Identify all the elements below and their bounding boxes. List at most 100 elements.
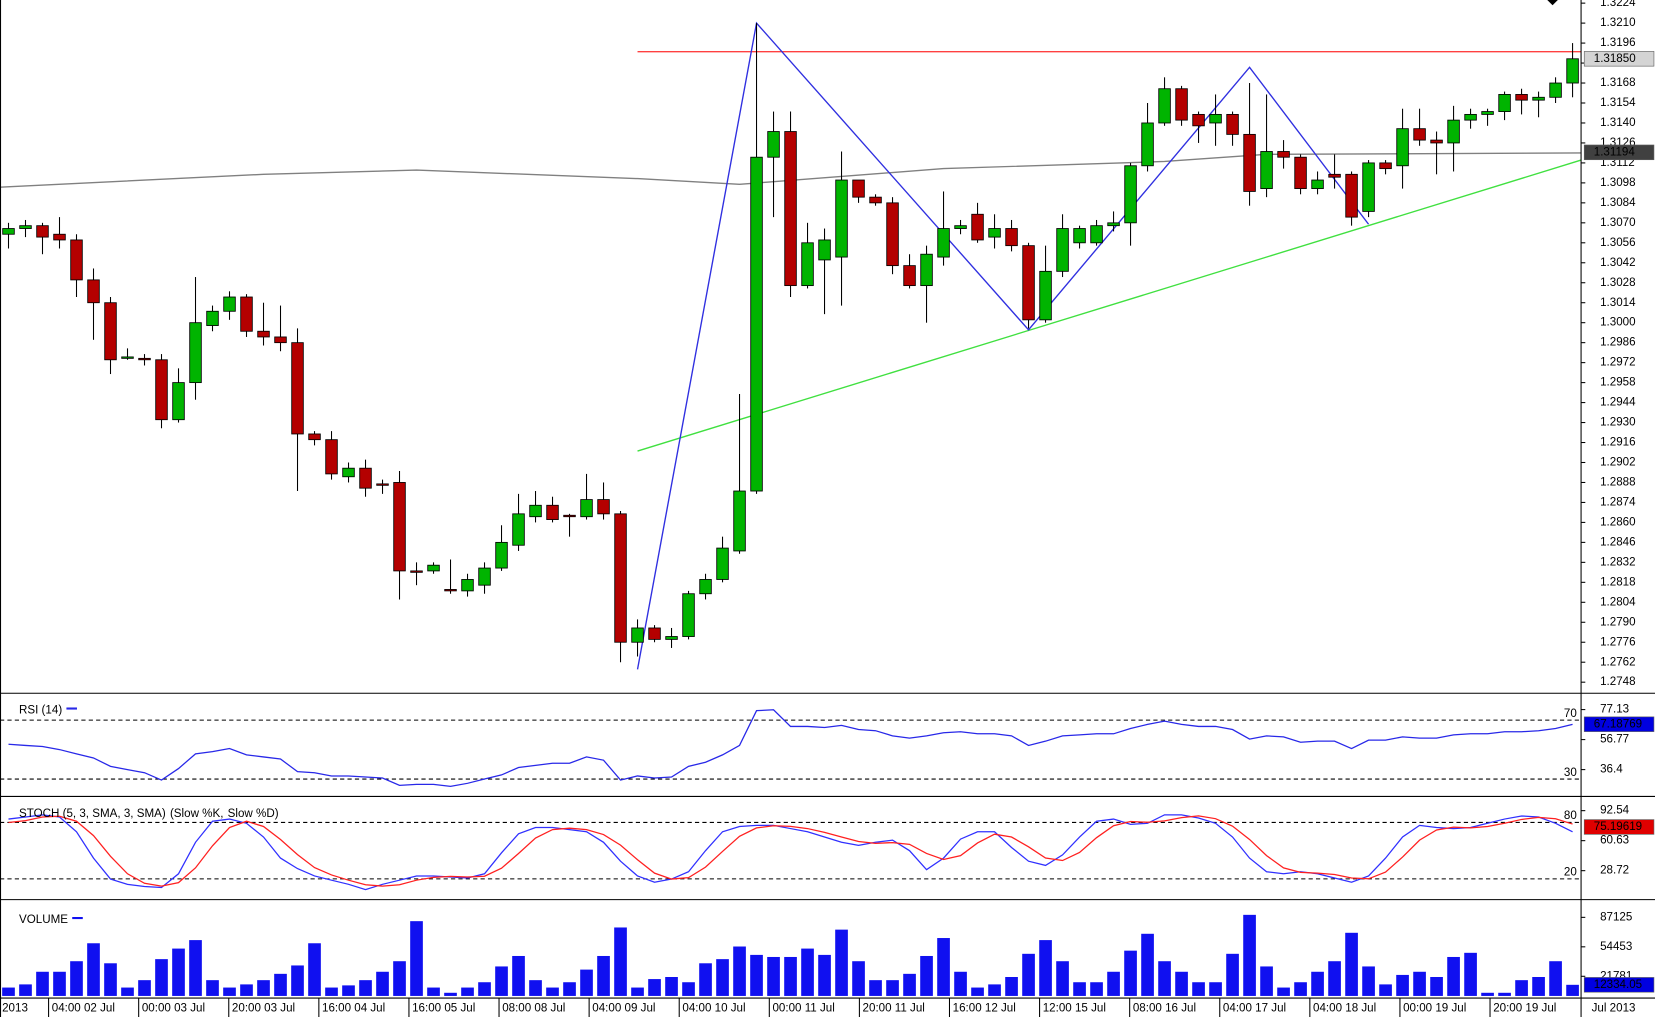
x-tick-label: 04:00 17 Jul xyxy=(1223,1003,1286,1015)
volume-bar xyxy=(444,992,457,996)
volume-bar xyxy=(835,929,848,996)
year-label: 2013 xyxy=(2,1003,28,1015)
y-tick-label: 1.2804 xyxy=(1600,596,1636,608)
volume-bar xyxy=(971,987,984,996)
candle-body xyxy=(1243,133,1256,192)
candle-body xyxy=(1311,179,1324,190)
overlay-line xyxy=(636,21,1370,670)
volume-bar xyxy=(1192,982,1205,996)
candle-body xyxy=(818,239,831,261)
x-tick-label: 12:00 15 Jul xyxy=(1043,1003,1106,1015)
volume-bar xyxy=(1277,987,1290,996)
y-tick-label: 1.2846 xyxy=(1600,536,1635,548)
candle-body xyxy=(1430,139,1443,144)
y-tick-label: 1.3210 xyxy=(1600,17,1635,29)
volume-bar xyxy=(716,959,729,996)
candle-body xyxy=(869,196,882,204)
y-tick-label: 1.2748 xyxy=(1600,676,1635,688)
candle-body xyxy=(444,589,457,592)
candle-body xyxy=(1073,228,1086,244)
candle-body xyxy=(70,239,83,281)
candle-body xyxy=(206,310,219,326)
candle-body xyxy=(1328,173,1341,178)
y-tick-label: 1.2986 xyxy=(1600,337,1635,349)
x-tick-label: 20:00 03 Jul xyxy=(232,1003,295,1015)
volume-bar xyxy=(53,971,66,996)
overlay-line xyxy=(637,159,1582,452)
volume-bar xyxy=(155,959,168,996)
x-tick-label: 16:00 12 Jul xyxy=(953,1003,1016,1015)
candle-body xyxy=(104,302,117,361)
volume-bar xyxy=(36,971,49,996)
candle-body xyxy=(1549,82,1562,98)
candle-body xyxy=(1192,113,1205,127)
candle-body xyxy=(19,225,32,229)
marker-icon xyxy=(1547,0,1558,6)
indicator-line xyxy=(8,815,1573,887)
x-tick-label: 20:00 11 Jul xyxy=(863,1003,925,1015)
y-tick-label: 1.2860 xyxy=(1600,516,1635,528)
volume-bar xyxy=(1498,992,1511,996)
volume-bar xyxy=(1464,952,1477,996)
candle-body xyxy=(648,627,661,640)
candle-body xyxy=(801,242,814,287)
volume-bar xyxy=(1328,961,1341,996)
volume-bar xyxy=(818,954,831,996)
y-tick-label: 1.2930 xyxy=(1600,417,1635,429)
candle-body xyxy=(1209,113,1222,124)
candle-body xyxy=(1294,156,1307,190)
candle-body xyxy=(1022,245,1035,321)
volume-bar xyxy=(546,987,559,996)
indicator-line xyxy=(8,709,1573,788)
volume-bar xyxy=(1073,982,1086,996)
candle-body xyxy=(954,225,967,229)
y-tick-label: 1.2902 xyxy=(1600,457,1635,469)
volume-bar xyxy=(1141,933,1154,996)
volume-bar xyxy=(954,971,967,996)
volume-bar xyxy=(478,982,491,996)
volume-bar xyxy=(1311,971,1324,996)
volume-bar xyxy=(1447,956,1460,996)
volume-bar xyxy=(1413,971,1426,996)
price-badge xyxy=(1583,819,1655,835)
y-tick-label: 28.72 xyxy=(1600,865,1629,877)
volume-bar xyxy=(1039,940,1052,996)
candle-body xyxy=(597,499,610,515)
candle-body xyxy=(393,482,406,572)
volume-bar xyxy=(206,980,219,996)
y-tick-label: 77.13 xyxy=(1600,704,1629,716)
y-tick-label: 60.63 xyxy=(1600,835,1629,847)
volume-bar xyxy=(70,961,83,996)
candle-body xyxy=(155,359,168,421)
y-tick-label: 1.2944 xyxy=(1600,397,1636,409)
y-tick-label: 1.2832 xyxy=(1600,556,1635,568)
volume-bar xyxy=(1260,966,1273,996)
volume-bar xyxy=(597,955,610,996)
y-tick-label: 1.2874 xyxy=(1600,497,1636,509)
y-tick-label: 1.3056 xyxy=(1600,237,1635,249)
volume-bar xyxy=(767,956,780,996)
price-badge xyxy=(1583,51,1655,67)
volume-bar xyxy=(1549,961,1562,996)
volume-bar xyxy=(920,955,933,996)
panel-title: RSI (14) xyxy=(19,705,62,717)
volume-bar xyxy=(1107,971,1120,996)
y-tick-label: 1.3042 xyxy=(1600,257,1635,269)
volume-bar xyxy=(359,980,372,996)
y-tick-label: 1.3070 xyxy=(1600,217,1635,229)
y-tick-label: 1.3028 xyxy=(1600,277,1635,289)
y-tick-label: 87125 xyxy=(1600,911,1632,923)
candle-body xyxy=(1481,111,1494,115)
volume-bar xyxy=(189,940,202,996)
y-tick-label: 1.3084 xyxy=(1600,197,1636,209)
candle-body xyxy=(1277,151,1290,158)
candle-body xyxy=(971,213,984,241)
candle-body xyxy=(546,504,559,520)
y-tick-label: 1.3154 xyxy=(1600,97,1636,109)
badge-label: 1.31194 xyxy=(1594,146,1636,158)
x-tick-label: 16:00 05 Jul xyxy=(412,1003,475,1015)
candle-body xyxy=(376,483,389,486)
volume-bar xyxy=(1124,950,1137,996)
